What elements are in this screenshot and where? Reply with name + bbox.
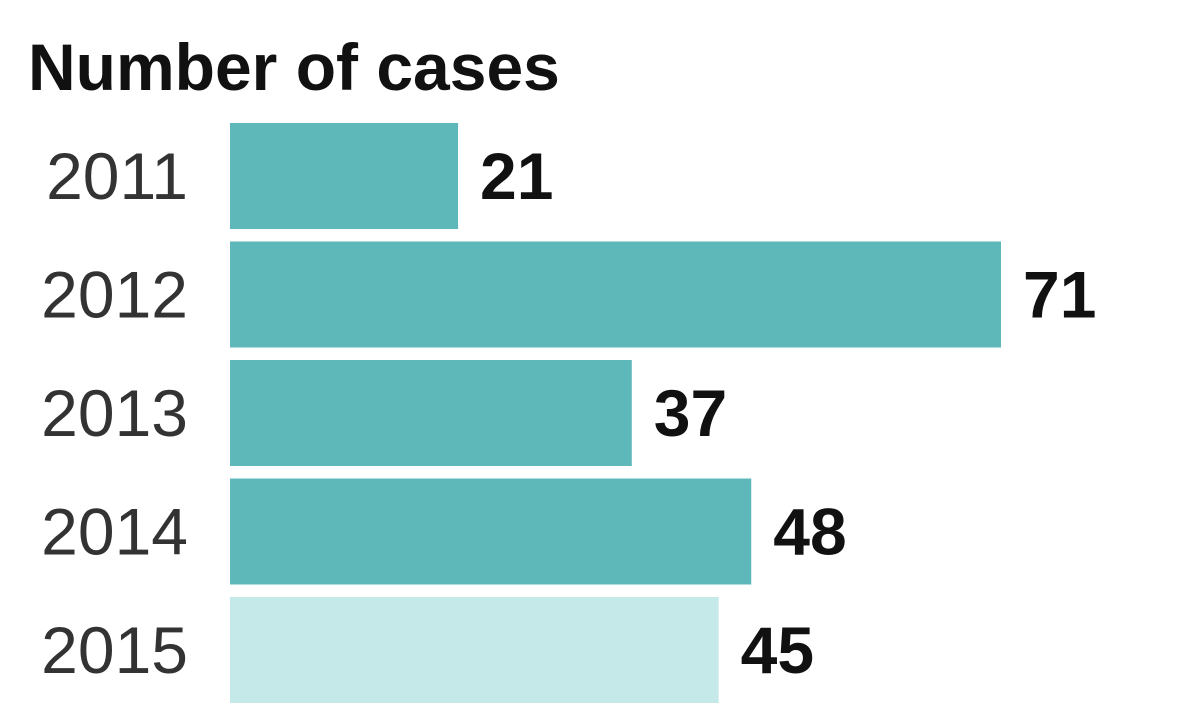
bar-2015 — [230, 597, 719, 703]
category-label-2013: 2013 — [41, 376, 188, 450]
bar-2012 — [230, 241, 1001, 348]
category-label-2012: 2012 — [41, 258, 188, 332]
category-label-2015: 2015 — [41, 613, 188, 687]
category-label-2014: 2014 — [41, 495, 188, 569]
value-label-2015: 45 — [741, 613, 814, 687]
chart-title: Number of cases — [28, 30, 560, 104]
value-label-2012: 71 — [1023, 258, 1096, 332]
value-label-2014: 48 — [773, 495, 846, 569]
bars-layer: 2011 21 2012 71 2013 37 2014 48 2015 45 — [41, 123, 1096, 703]
value-label-2013: 37 — [654, 376, 727, 450]
value-label-2011: 21 — [480, 139, 553, 213]
bar-2011 — [230, 123, 459, 229]
bar-2013 — [230, 360, 632, 466]
bar-2014 — [230, 478, 752, 585]
category-label-2011: 2011 — [46, 139, 188, 213]
